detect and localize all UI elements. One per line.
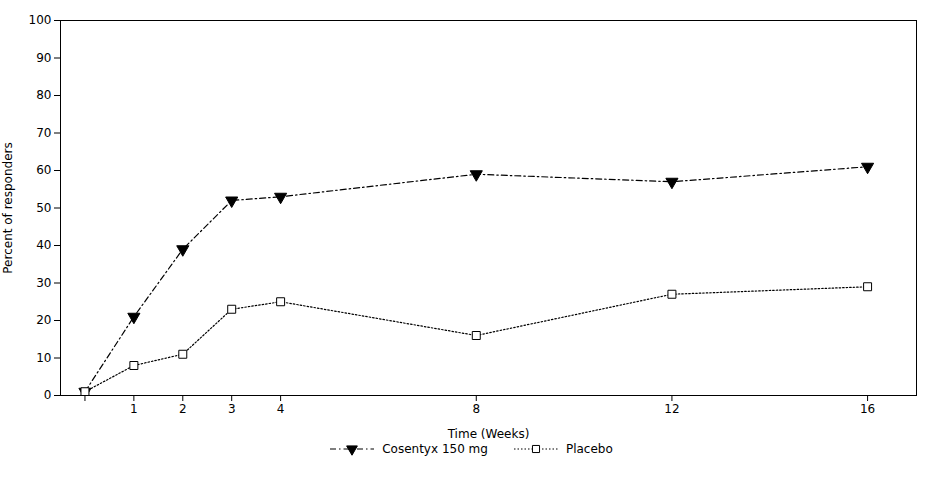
svg-text:90: 90 [36, 51, 51, 65]
svg-text:40: 40 [36, 238, 51, 252]
svg-text:4: 4 [277, 402, 285, 416]
svg-text:8: 8 [472, 402, 480, 416]
svg-text:Time (Weeks): Time (Weeks) [447, 427, 530, 441]
svg-text:2: 2 [179, 402, 187, 416]
svg-text:80: 80 [36, 88, 51, 102]
svg-text:60: 60 [36, 163, 51, 177]
svg-text:Percent of responders: Percent of responders [1, 142, 15, 273]
svg-text:70: 70 [36, 126, 51, 140]
svg-text:20: 20 [36, 313, 51, 327]
svg-text:50: 50 [36, 201, 51, 215]
svg-text:3: 3 [228, 402, 236, 416]
svg-text:1: 1 [130, 402, 138, 416]
svg-text:12: 12 [664, 402, 679, 416]
html-text:Cosentyx 150 mg: Cosentyx 150 mg [382, 442, 488, 456]
html-text:Placebo: Placebo [565, 442, 613, 456]
svg-text:0: 0 [44, 388, 52, 402]
svg-text:16: 16 [860, 402, 875, 416]
svg-text:30: 30 [36, 276, 51, 290]
svg-text:10: 10 [36, 351, 51, 365]
svg-text:100: 100 [29, 13, 52, 27]
